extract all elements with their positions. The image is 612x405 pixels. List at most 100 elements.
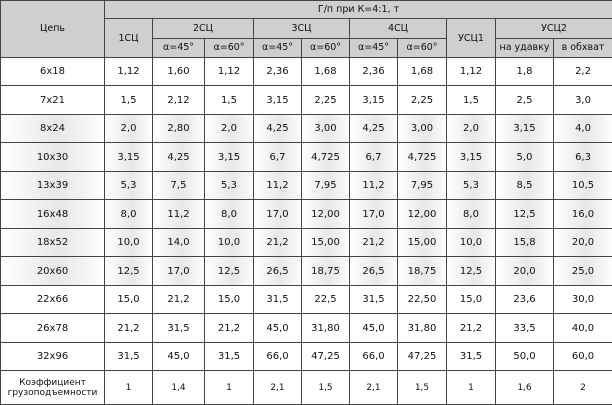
load-value: 8,0	[446, 199, 496, 229]
load-value: 23,6	[495, 284, 554, 315]
chain-size: 32x96	[0, 341, 105, 372]
load-value: 8,5	[495, 170, 554, 201]
coefficient: 1	[104, 370, 153, 405]
load-value: 1,68	[397, 56, 447, 87]
load-value: 25,0	[552, 256, 612, 286]
load-value: 12,5	[104, 256, 153, 286]
load-value: 1,5	[446, 85, 496, 115]
angle-header: α=45°	[152, 37, 205, 58]
load-value: 1,60	[152, 56, 205, 87]
table-row: 26x78 21,2 31,5 21,2 45,0 31,80 45,0 31,80 21,2 3…	[0, 313, 612, 343]
load-value: 3,15	[349, 85, 398, 115]
table-title: Г/п при К=4:1, т	[103, 0, 612, 20]
load-value: 2,5	[495, 85, 554, 115]
load-value: 8,0	[104, 199, 153, 229]
load-value: 66,0	[253, 341, 302, 372]
load-value: 10,0	[446, 227, 496, 258]
chain-size: 16x48	[0, 199, 105, 229]
chain-size: 6x18	[0, 56, 105, 87]
load-value: 7,95	[301, 170, 350, 201]
coefficient: 2,1	[253, 370, 302, 405]
table-row: 20x60 12,5 17,0 12,5 26,5 18,75 26,5 18,75 12,5 2…	[0, 256, 612, 286]
load-value: 12,5	[204, 256, 254, 286]
load-value: 15,0	[446, 284, 496, 315]
coefficient: 1	[204, 370, 254, 405]
load-value: 20,0	[495, 256, 554, 286]
load-value: 16,0	[552, 199, 612, 229]
load-value: 1,68	[301, 56, 350, 87]
load-value: 3,0	[552, 85, 612, 115]
load-value: 4,25	[349, 113, 398, 144]
chain-size: 7x21	[0, 85, 105, 115]
chain-size: 22x66	[0, 284, 105, 315]
table-row: 18x52 10,0 14,0 10,0 21,2 15,00 21,2 15,00 10,0 1…	[0, 227, 612, 258]
load-value: 33,5	[495, 313, 554, 343]
load-value: 17,0	[152, 256, 205, 286]
load-value: 5,3	[204, 170, 254, 201]
chain-size: 10x30	[0, 142, 105, 172]
group-header: УСЦ2	[494, 18, 612, 39]
load-value: 1,12	[446, 56, 496, 87]
load-value: 2,25	[397, 85, 447, 115]
load-value: 10,5	[552, 170, 612, 201]
load-value: 6,7	[349, 142, 398, 172]
load-value: 31,5	[152, 313, 205, 343]
load-value: 21,2	[204, 313, 254, 343]
load-value: 2,0	[104, 113, 153, 144]
load-value: 60,0	[552, 341, 612, 372]
group-header: УСЦ1	[446, 18, 496, 58]
table-row: 16x48 8,0 11,2 8,0 17,0 12,00 17,0 12,00 8,0 12,5…	[0, 199, 612, 229]
load-value: 2,0	[204, 113, 254, 144]
load-value: 22,5	[301, 284, 350, 315]
load-value: 5,3	[446, 170, 496, 201]
load-value: 31,5	[204, 341, 254, 372]
load-value: 18,75	[301, 256, 350, 286]
load-value: 31,5	[253, 284, 302, 315]
load-value: 45,0	[253, 313, 302, 343]
load-value: 12,5	[446, 256, 496, 286]
group-header: 1СЦ	[104, 18, 153, 58]
table-row: 22x66 15,0 21,2 15,0 31,5 22,5 31,5 22,50 15,0 23…	[0, 284, 612, 315]
load-value: 31,5	[349, 284, 398, 315]
load-value: 3,15	[253, 85, 302, 115]
load-value: 2,80	[152, 113, 205, 144]
load-value: 22,50	[397, 284, 447, 315]
load-value: 2,2	[552, 56, 612, 87]
load-value: 3,15	[495, 113, 554, 144]
group-header: 4СЦ	[349, 18, 447, 39]
load-value: 17,0	[253, 199, 302, 229]
coefficient: 1	[446, 370, 496, 405]
load-value: 2,0	[446, 113, 496, 144]
load-value: 50,0	[495, 341, 554, 372]
load-value: 26,5	[253, 256, 302, 286]
load-value: 21,2	[152, 284, 205, 315]
load-value: 4,25	[253, 113, 302, 144]
load-value: 40,0	[552, 313, 612, 343]
chain-size: 8x24	[0, 113, 105, 144]
load-value: 31,80	[397, 313, 447, 343]
chain-size: 20x60	[0, 256, 105, 286]
load-value: 6,7	[253, 142, 302, 172]
load-value: 21,2	[253, 227, 302, 258]
angle-header: α=45°	[253, 37, 302, 58]
chain-size: 26x78	[0, 313, 105, 343]
load-value: 66,0	[349, 341, 398, 372]
load-value: 8,0	[204, 199, 254, 229]
footer-label: Коэффициент грузоподъемности	[0, 370, 105, 405]
chain-size: 18x52	[0, 227, 105, 258]
load-value: 3,15	[446, 142, 496, 172]
chain-header: Цепь	[0, 0, 105, 58]
coefficient: 1,6	[495, 370, 554, 405]
load-value: 31,5	[104, 341, 153, 372]
load-value: 2,36	[253, 56, 302, 87]
coefficient: 1,5	[301, 370, 350, 405]
load-value: 15,0	[104, 284, 153, 315]
load-value: 1,5	[104, 85, 153, 115]
load-value: 12,00	[397, 199, 447, 229]
load-value: 14,0	[152, 227, 205, 258]
load-value: 4,725	[301, 142, 350, 172]
load-value: 4,725	[397, 142, 447, 172]
table-row: 6x18 1,12 1,60 1,12 2,36 1,68 2,36 1,68 1,12 1,8 2…	[0, 56, 612, 87]
